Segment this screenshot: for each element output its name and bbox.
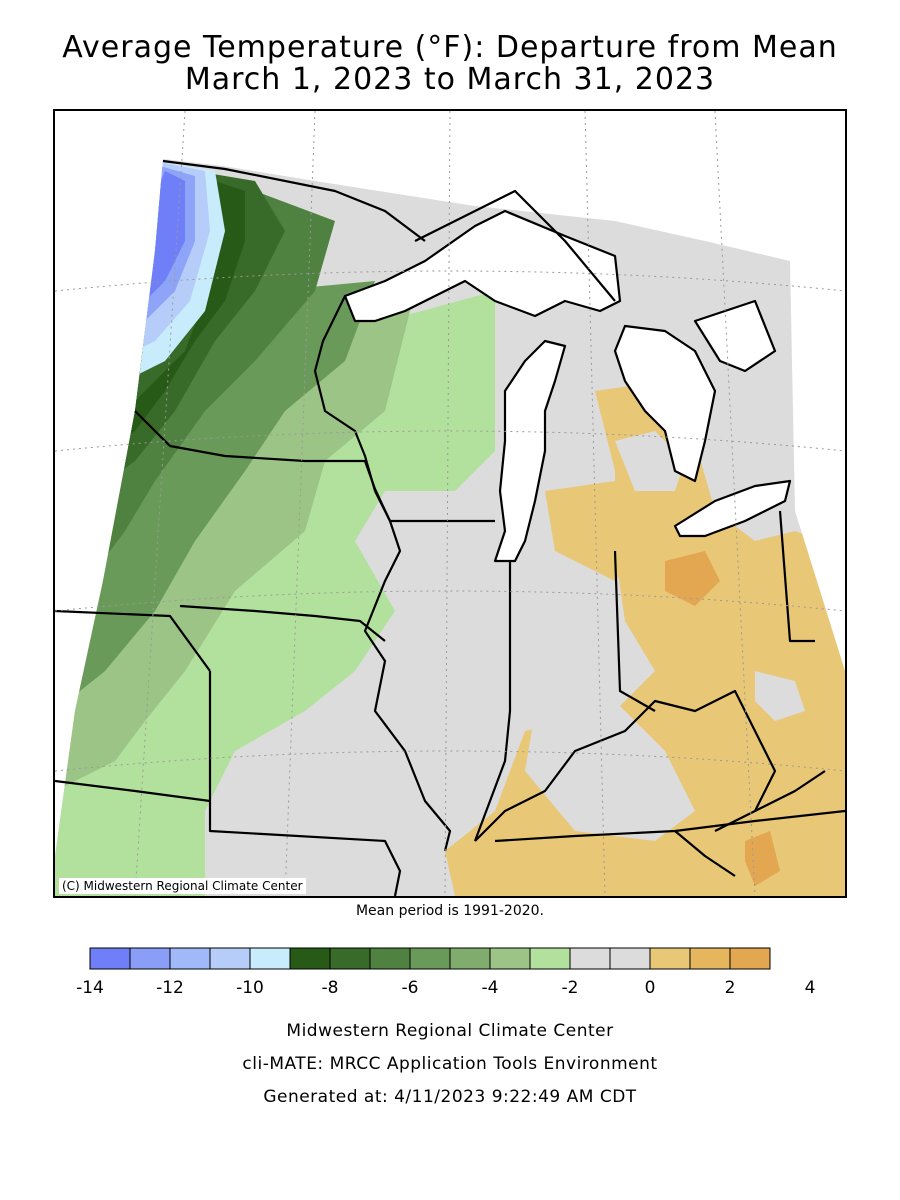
legend-swatch — [409, 947, 451, 970]
footer-generated-time: Generated at: 4/11/2023 9:22:49 AM CDT — [263, 1087, 637, 1107]
legend-swatch — [249, 947, 291, 970]
legend-swatch — [729, 947, 771, 970]
legend-swatch — [329, 947, 371, 970]
footer-organization: Midwestern Regional Climate Center — [286, 1021, 614, 1041]
legend-tick-label: -4 — [482, 978, 499, 998]
color-legend: -14 -12 -10 -8 -6 -4 -2 0 2 4 — [76, 947, 816, 998]
footer-tool-name: cli-MATE: MRCC Application Tools Environ… — [242, 1054, 658, 1074]
legend-tick-label: -8 — [322, 978, 339, 998]
legend-tick-label: -10 — [236, 978, 264, 998]
legend-swatch — [169, 947, 211, 970]
legend-tick-label: 4 — [805, 978, 816, 998]
legend-swatch — [569, 947, 611, 970]
legend-tick-label: 2 — [725, 978, 736, 998]
legend-swatch — [129, 947, 171, 970]
legend-swatch — [209, 947, 251, 970]
legend-swatch — [289, 947, 331, 970]
legend-swatch — [489, 947, 531, 970]
map-title: Average Temperature (°F): Departure from… — [62, 30, 838, 65]
temperature-departure-map — [55, 111, 845, 896]
map-subtitle: March 1, 2023 to March 31, 2023 — [184, 62, 716, 97]
great-lakes — [343, 209, 792, 563]
graticule — [55, 111, 845, 896]
legend-swatch — [529, 947, 571, 970]
legend-tick-label: -12 — [156, 978, 184, 998]
legend-swatch — [89, 947, 131, 970]
legend-swatch — [649, 947, 691, 970]
mean-period-note: Mean period is 1991-2020. — [355, 903, 545, 919]
legend-swatch — [449, 947, 491, 970]
legend-tick-label: -6 — [402, 978, 419, 998]
legend-tick-label: -2 — [562, 978, 579, 998]
legend-tick-label: -14 — [76, 978, 104, 998]
legend-swatch — [369, 947, 411, 970]
map-frame: (C) Midwestern Regional Climate Center — [53, 109, 847, 898]
legend-swatch — [609, 947, 651, 970]
legend-swatch — [689, 947, 731, 970]
legend-tick-label: 0 — [645, 978, 656, 998]
map-copyright: (C) Midwestern Regional Climate Center — [59, 878, 306, 894]
state-boundaries — [55, 159, 845, 896]
